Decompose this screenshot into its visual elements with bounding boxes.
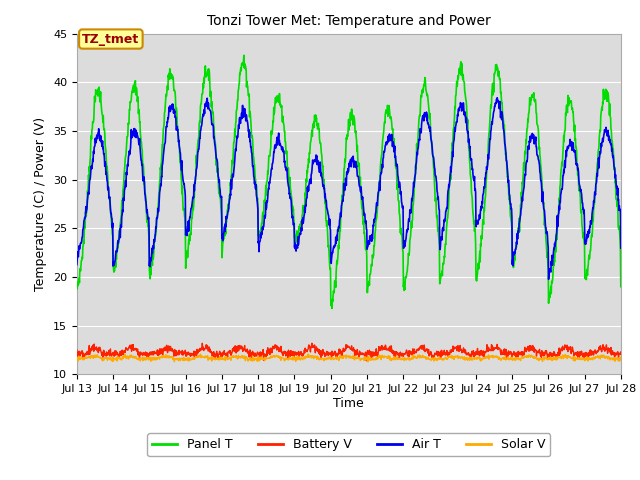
Panel T (617, 284, 625, 289)
Battery V (194, 350, 202, 356)
Solar V (505, 357, 513, 362)
Battery V (553, 352, 561, 358)
Air T (180, 185, 188, 191)
Panel T (553, 237, 561, 242)
Solar V (553, 355, 561, 360)
Line: Solar V: Solar V (77, 354, 621, 362)
X-axis label: Time: Time (333, 397, 364, 410)
Panel T (434, 228, 442, 234)
Battery V (617, 349, 625, 355)
Battery V (434, 353, 442, 359)
Battery V (505, 351, 513, 357)
Air T (255, 239, 262, 244)
Solar V (194, 354, 202, 360)
Air T (493, 95, 501, 101)
Panel T (194, 141, 202, 146)
Air T (73, 262, 81, 267)
Line: Panel T: Panel T (77, 55, 621, 308)
Battery V (73, 347, 81, 353)
Y-axis label: Temperature (C) / Power (V): Temperature (C) / Power (V) (35, 117, 47, 291)
Panel T (240, 52, 248, 58)
Panel T (328, 305, 336, 311)
Battery V (255, 350, 263, 356)
Battery V (362, 358, 370, 363)
Panel T (180, 213, 188, 219)
Air T (505, 177, 513, 183)
Legend: Panel T, Battery V, Air T, Solar V: Panel T, Battery V, Air T, Solar V (147, 433, 550, 456)
Line: Air T: Air T (77, 98, 621, 279)
Solar V (305, 351, 312, 357)
Air T (617, 245, 625, 251)
Solar V (180, 358, 188, 363)
Battery V (198, 340, 206, 346)
Panel T (73, 279, 81, 285)
Battery V (180, 351, 188, 357)
Air T (553, 225, 561, 231)
Solar V (434, 355, 442, 361)
Text: TZ_tmet: TZ_tmet (82, 33, 140, 46)
Solar V (364, 359, 372, 365)
Air T (194, 149, 202, 155)
Air T (545, 276, 552, 282)
Panel T (505, 197, 513, 203)
Line: Battery V: Battery V (77, 343, 621, 360)
Panel T (255, 235, 263, 240)
Solar V (617, 356, 625, 362)
Solar V (73, 356, 81, 362)
Title: Tonzi Tower Met: Temperature and Power: Tonzi Tower Met: Temperature and Power (207, 14, 491, 28)
Air T (433, 188, 441, 194)
Solar V (255, 356, 262, 361)
